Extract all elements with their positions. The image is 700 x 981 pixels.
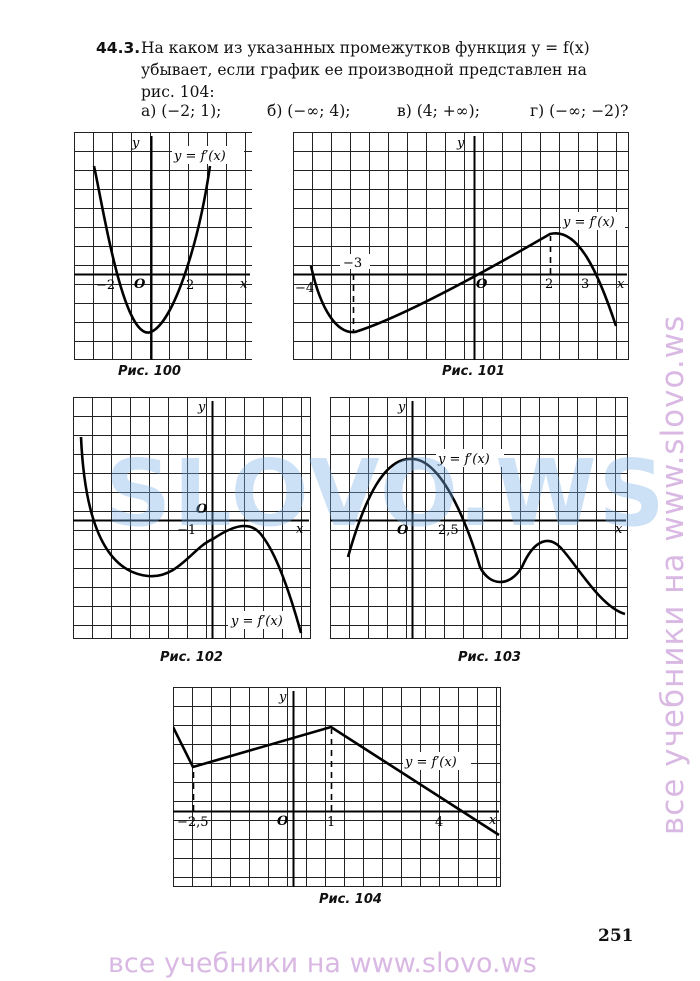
x-axis-label: x [240, 277, 248, 292]
x-axis-label: x [615, 522, 623, 537]
answer-option: в) (4; +∞); [397, 102, 480, 120]
figure-101: y x O −4 −3 2 3 y = f′(x) [293, 132, 629, 360]
grid [173, 687, 501, 887]
figure-caption: Рис. 104 [319, 892, 382, 907]
function-label: y = f′(x) [404, 755, 457, 770]
label-bg [561, 212, 625, 230]
x-axis-label: x [489, 813, 497, 828]
figure-caption: Рис. 102 [160, 650, 223, 665]
label-bg [340, 254, 370, 269]
tick-label: −2 [96, 278, 115, 293]
function-label: y = f′(x) [173, 149, 226, 164]
problem-line: убывает, если график ее производной пред… [141, 61, 587, 79]
y-axis-label: y [131, 136, 140, 151]
tick-label: 2 [186, 278, 194, 293]
label-bg [436, 449, 504, 467]
label-bg [228, 611, 300, 629]
derivative-curve [79, 436, 303, 634]
y-axis-label: y [197, 400, 206, 415]
function-label: y = f′(x) [230, 614, 283, 629]
function-label: y = f′(x) [562, 215, 615, 230]
x-axis-label: x [617, 277, 625, 292]
figure-102: y x O −1 y = f′(x) [73, 397, 311, 639]
tick-label: −2,5 [177, 815, 209, 830]
figure-103: y x O 2,5 y = f′(x) [330, 397, 628, 639]
y-axis-label: y [397, 400, 406, 415]
label-bg [172, 146, 244, 164]
figure-104: y x O −2,5 1 4 y = f′(x) [173, 687, 501, 887]
figure-caption: Рис. 103 [458, 650, 521, 665]
problem-number: 44.3. [96, 39, 141, 57]
answer-option: г) (−∞; −2)? [530, 102, 629, 120]
figure-caption: Рис. 100 [118, 364, 181, 379]
answer-option: а) (−2; 1); [141, 102, 222, 120]
tick-label: 3 [581, 277, 589, 292]
tick-label: 2,5 [438, 523, 459, 538]
grid [74, 132, 252, 360]
derivative-curve [173, 725, 500, 837]
watermark-bottom: все учебники на www.slovo.ws [108, 948, 537, 979]
tick-label: 2 [545, 277, 553, 292]
function-label: y = f′(x) [437, 452, 490, 467]
tick-label: −4 [295, 281, 314, 296]
tick-label: 4 [435, 815, 443, 830]
watermark-vertical: все учебники на www.slovo.ws [655, 314, 691, 835]
tick-label: −1 [177, 523, 196, 538]
problem-line: На каком из указанных промежутков функци… [141, 39, 590, 57]
page-number: 251 [598, 926, 634, 946]
derivative-curve [92, 165, 212, 334]
tick-label: −3 [343, 256, 362, 271]
x-axis-label: x [296, 522, 304, 537]
y-axis-label: y [456, 136, 465, 151]
derivative-curve [346, 457, 626, 616]
origin-label: O [134, 277, 146, 292]
answer-option: б) (−∞; 4); [267, 102, 351, 120]
origin-label: O [277, 814, 289, 829]
label-bg [403, 752, 471, 770]
origin-label: O [196, 502, 208, 517]
origin-label: O [476, 277, 488, 292]
y-axis-label: y [278, 690, 287, 705]
figure-caption: Рис. 101 [442, 364, 505, 379]
problem-line: рис. 104: [141, 83, 215, 101]
tick-label: 1 [327, 815, 335, 830]
figure-100: y x O −2 2 y = f′(x) [74, 132, 252, 360]
derivative-curve [309, 232, 618, 334]
watermark-center: SLOVO.WS [105, 440, 667, 547]
origin-label: O [397, 523, 409, 538]
